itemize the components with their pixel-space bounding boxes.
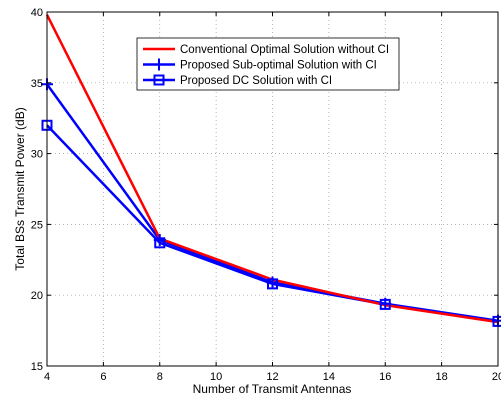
y-tick-labels: 15 20 25 30 35 40: [31, 7, 43, 373]
x-tick-label: 12: [266, 371, 278, 383]
y-tick-label: 40: [31, 7, 43, 19]
legend-label-1: Conventional Optimal Solution without CI: [180, 44, 389, 56]
x-tick-label: 6: [100, 371, 106, 383]
x-tick-label: 10: [210, 371, 222, 383]
tick-marks: [46, 11, 499, 367]
x-tick-label: 20: [492, 371, 501, 383]
y-axis-label: Total BSs Transmit Power (dB): [13, 107, 27, 270]
y-tick-label: 30: [31, 149, 43, 161]
plus-marker: [379, 297, 392, 310]
legend-label-3: Proposed DC Solution with CI: [180, 75, 332, 87]
plus-marker: [153, 233, 166, 246]
x-tick-label: 8: [157, 371, 163, 383]
y-tick-label: 15: [31, 361, 43, 373]
y-tick-label: 25: [31, 219, 43, 231]
grid: [47, 12, 498, 366]
x-axis-label: Number of Transmit Antennas: [193, 382, 352, 396]
x-tick-label: 16: [379, 371, 391, 383]
plus-marker: [153, 58, 165, 71]
legend-box: [136, 37, 400, 91]
x-tick-label: 4: [44, 371, 50, 383]
series-lines: [41, 14, 501, 327]
x-tick-label: 18: [436, 371, 448, 383]
legend: Conventional Optimal Solution without CI…: [136, 37, 400, 91]
legend-label-2: Proposed Sub-optimal Solution with CI: [180, 60, 377, 72]
y-tick-label: 20: [31, 290, 43, 302]
square-marker: [153, 74, 165, 86]
x-tick-labels: 4 6 8 10 12 14 16 18 20: [44, 371, 501, 383]
y-tick-label: 35: [31, 78, 43, 90]
plus-marker: [266, 276, 279, 289]
x-tick-label: 14: [323, 371, 335, 383]
